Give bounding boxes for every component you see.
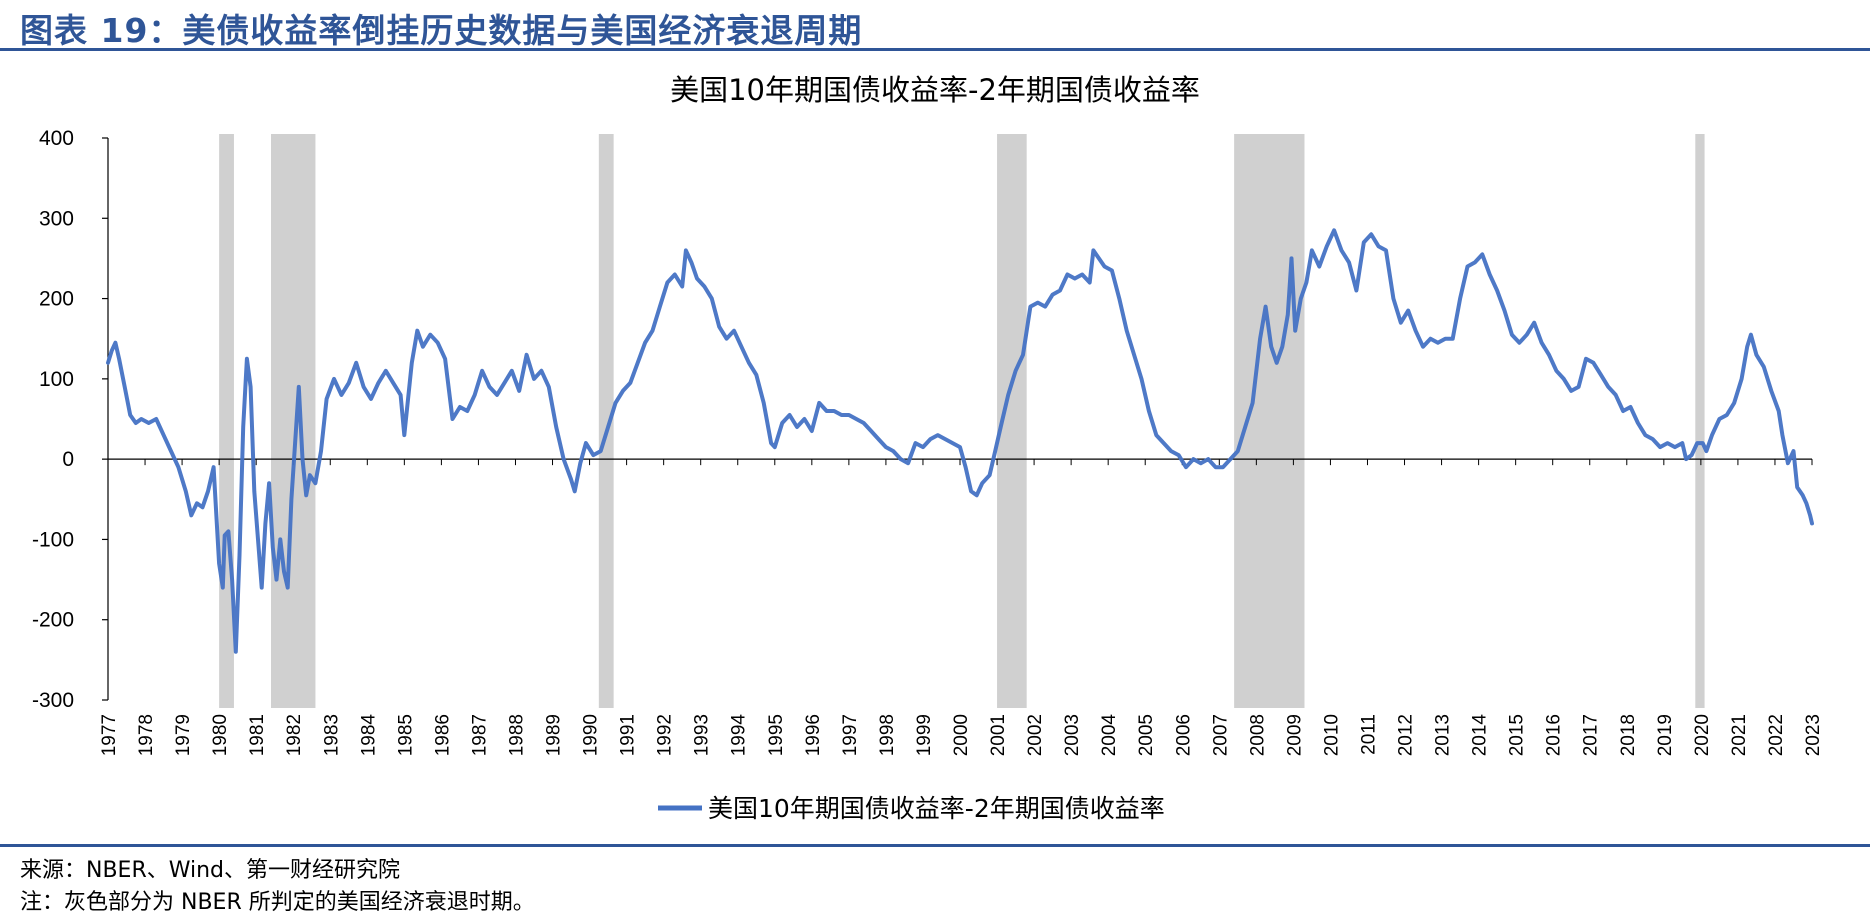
footer-divider xyxy=(0,844,1870,847)
x-tick-label: 1984 xyxy=(358,714,379,757)
x-tick-label: 2016 xyxy=(1544,714,1565,756)
x-tick-label: 1982 xyxy=(284,714,305,756)
x-tick-label: 1993 xyxy=(692,714,713,756)
x-tick-label: 2001 xyxy=(988,714,1009,756)
chart-axes: 400 300 200 100 0 -100 -200 -300 1977 1978 1979 198… xyxy=(32,127,1824,756)
x-tick-label: 1986 xyxy=(432,714,453,756)
y-tick-label: 100 xyxy=(39,368,74,391)
y-tick-label: -300 xyxy=(32,689,74,712)
recession-band-3 xyxy=(598,134,614,708)
y-tick-label: 400 xyxy=(39,127,74,150)
x-tick-label: 2000 xyxy=(951,714,972,756)
x-tick-label: 1991 xyxy=(618,714,639,756)
chart-legend: 美国10年期国债收益率-2年期国债收益率 xyxy=(658,794,1165,823)
x-tick-label: 2017 xyxy=(1581,714,1602,756)
x-tick-label: 1996 xyxy=(803,714,824,756)
recession-band-6 xyxy=(1695,134,1705,708)
x-tick-label: 2008 xyxy=(1247,714,1268,756)
x-tick-label: 2019 xyxy=(1655,714,1676,756)
x-tick-label: 2012 xyxy=(1396,714,1417,756)
x-tick-label: 1997 xyxy=(840,714,861,756)
x-tick-label: 1998 xyxy=(877,714,898,756)
series-layer xyxy=(106,228,1814,654)
report-figure-title: 图表 19：美债收益率倒挂历史数据与美国经济衰退周期 xyxy=(20,11,863,50)
x-tick-label: 2011 xyxy=(1358,714,1379,755)
recession-bands xyxy=(219,134,1705,708)
recession-band-5 xyxy=(1234,134,1305,708)
x-tick-label: 2005 xyxy=(1136,714,1157,756)
x-tick-label: 2009 xyxy=(1284,714,1305,756)
x-tick-label: 1988 xyxy=(506,714,527,756)
x-tick-label: 2003 xyxy=(1062,714,1083,756)
x-tick-label: 2023 xyxy=(1803,714,1824,756)
x-tick-label: 2014 xyxy=(1470,714,1491,757)
x-tick-label: 1983 xyxy=(321,714,342,756)
x-tick-label: 1990 xyxy=(581,714,602,756)
x-tick-label: 2002 xyxy=(1025,714,1046,756)
y-tick-label: 200 xyxy=(39,288,74,311)
x-tick-label: 1977 xyxy=(99,714,120,756)
x-tick-label: 2020 xyxy=(1692,714,1713,756)
x-tick-label: 2021 xyxy=(1729,714,1750,756)
series-line-1 xyxy=(106,228,1814,654)
x-tick-label: 1980 xyxy=(210,714,231,756)
legend-label: 美国10年期国债收益率-2年期国债收益率 xyxy=(708,794,1165,823)
x-tick-label: 1994 xyxy=(729,714,750,757)
x-tick-label: 1979 xyxy=(173,714,194,756)
source-note: 来源：NBER、Wind、第一财经研究院 xyxy=(20,858,401,883)
recession-band-2 xyxy=(270,134,316,708)
x-tick-label: 2013 xyxy=(1433,714,1454,756)
y-tick-label: 300 xyxy=(39,207,74,230)
x-tick-label: 2015 xyxy=(1507,714,1528,756)
x-tick-label: 1999 xyxy=(914,714,935,756)
x-tick-label: 1995 xyxy=(766,714,787,756)
header-divider xyxy=(0,48,1870,51)
y-tick-label: 0 xyxy=(62,448,74,471)
x-tick-label: 1978 xyxy=(136,714,157,756)
x-tick-label: 1987 xyxy=(469,714,490,756)
x-tick-label: 1981 xyxy=(247,714,268,756)
y-tick-label: -200 xyxy=(32,609,74,632)
x-tick-label: 2007 xyxy=(1210,714,1231,756)
x-tick-label: 1992 xyxy=(655,714,676,756)
x-tick-label: 2010 xyxy=(1321,714,1342,756)
x-tick-label: 1985 xyxy=(395,714,416,756)
recession-note: 注：灰色部分为 NBER 所判定的美国经济衰退时期。 xyxy=(20,890,535,915)
x-tick-label: 1989 xyxy=(544,714,565,756)
recession-band-1 xyxy=(219,134,234,708)
chart: 美国10年期国债收益率-2年期国债收益率 400 300 200 100 0 -100 -2… xyxy=(32,73,1824,823)
y-tick-label: -100 xyxy=(32,528,74,551)
x-tick-label: 2018 xyxy=(1618,714,1639,756)
x-tick-label: 2022 xyxy=(1766,714,1787,756)
x-tick-label: 2004 xyxy=(1099,714,1120,757)
chart-title: 美国10年期国债收益率-2年期国债收益率 xyxy=(670,73,1200,107)
x-tick-label: 2006 xyxy=(1173,714,1194,756)
